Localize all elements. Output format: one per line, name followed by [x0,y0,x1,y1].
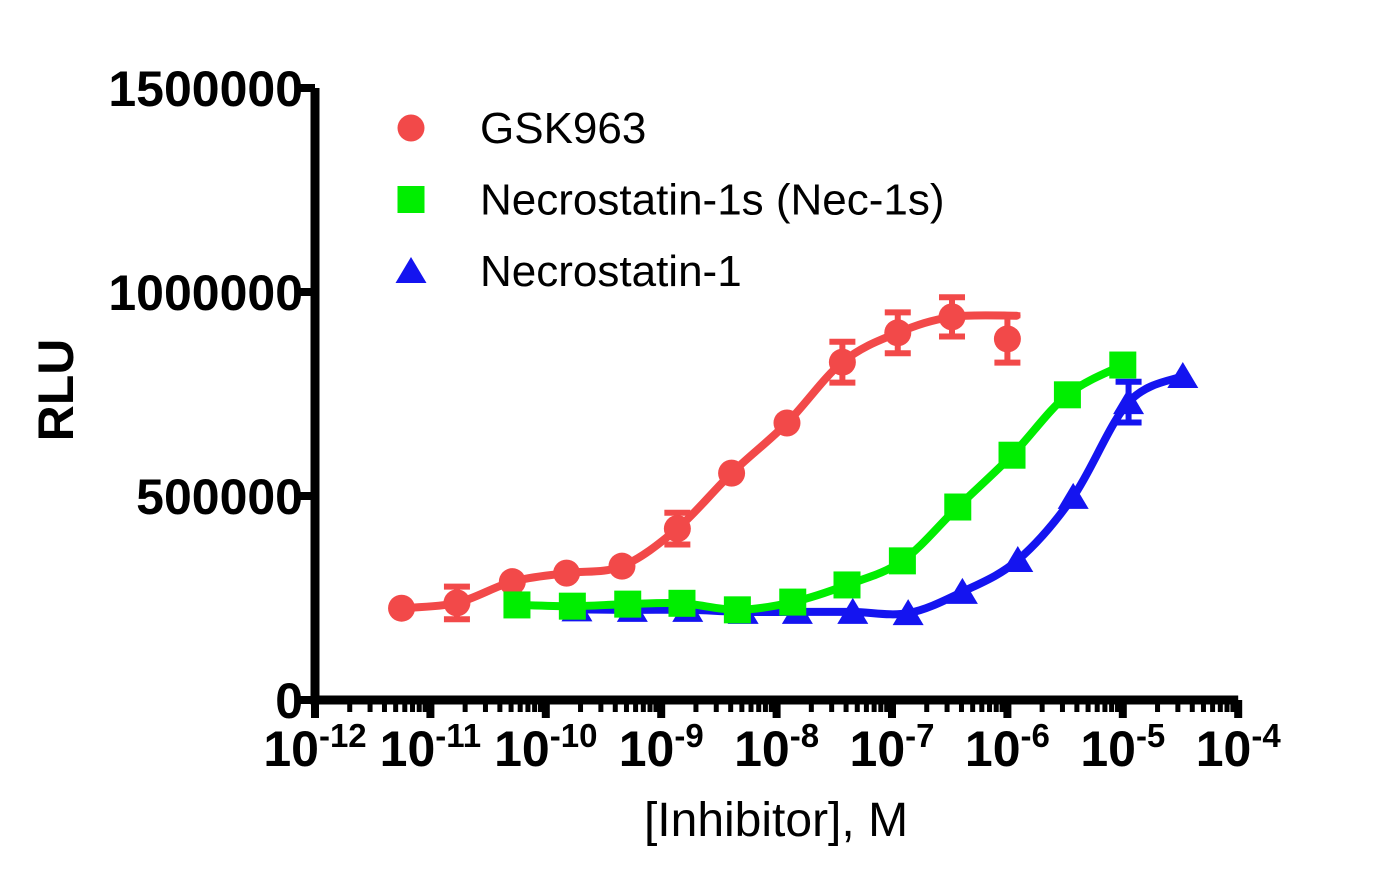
data-point-marker [837,597,869,624]
data-point-marker [779,588,807,616]
y-tick-label: 0 [275,673,303,729]
fit-curve [573,372,1187,619]
x-tick-label: 10-12 [263,717,366,777]
legend-circle-marker [397,114,425,142]
legend-label: Necrostatin-1 [480,247,742,296]
x-tick-label: 10-10 [494,717,597,777]
data-point-marker [668,589,696,617]
legend-item: GSK963 [397,104,646,153]
data-point-marker [1057,482,1089,509]
x-tick-label: 10-9 [619,717,704,777]
data-point-marker [998,441,1026,469]
legend-square-marker [397,186,425,213]
x-axis-title: [Inhibitor], M [644,794,908,847]
y-axis-title: RLU [28,339,84,442]
legend-label: Necrostatin-1s (Nec-1s) [480,176,945,225]
data-point-marker [1002,546,1034,573]
data-point-marker [388,594,416,622]
data-point-marker [993,325,1021,353]
data-point-marker [614,590,642,618]
data-point-marker [503,591,531,619]
series-circle [388,294,1021,623]
x-tick-label: 10-5 [1080,717,1165,777]
data-point-marker [833,571,861,599]
data-point-marker [718,459,746,487]
data-point-marker [884,319,912,347]
x-tick-label: 10-11 [380,717,482,777]
data-point-marker [1167,362,1199,389]
x-tick-label: 10-4 [1196,717,1282,777]
data-point-marker [1113,388,1145,415]
data-point-marker [608,552,636,580]
data-point-marker [1109,351,1137,379]
data-point-marker [944,493,972,521]
x-tick-label: 10-8 [734,717,819,777]
data-point-marker [938,303,966,331]
data-point-marker [498,568,526,596]
data-point-marker [558,592,586,620]
legend-item: Necrostatin-1s (Nec-1s) [397,176,945,225]
legend-label: GSK963 [480,104,646,153]
y-tick-label: 500000 [136,469,303,525]
y-tick-label: 1500000 [108,61,303,117]
axis-spine [310,88,1239,705]
data-point-marker [946,577,978,604]
x-tick-label: 10-7 [850,717,935,777]
legend-triangle-marker [395,257,427,283]
data-point-marker [553,559,581,587]
data-point-marker [723,596,751,624]
data-point-marker [663,515,691,543]
y-tick-label: 1000000 [108,265,303,321]
series-triangle [561,362,1199,626]
data-point-marker [888,547,916,575]
series-layer [388,294,1199,626]
data-point-marker [1053,381,1081,409]
x-tick-label: 10-6 [965,717,1050,777]
fit-curve [397,311,1021,613]
axes-layer: 10-12 10-11 10-10 10-9 10-8 10-7 10-6 10-5 10-4 0… [108,61,1281,777]
data-point-marker [773,409,801,437]
data-point-marker [828,348,856,376]
legend-layer: GSK963 Necrostatin-1s (Nec-1s) Necrostatin… [395,104,945,296]
data-point-marker [892,599,924,626]
series-square [503,351,1137,624]
legend-item: Necrostatin-1 [395,247,742,296]
data-point-marker [443,589,471,617]
